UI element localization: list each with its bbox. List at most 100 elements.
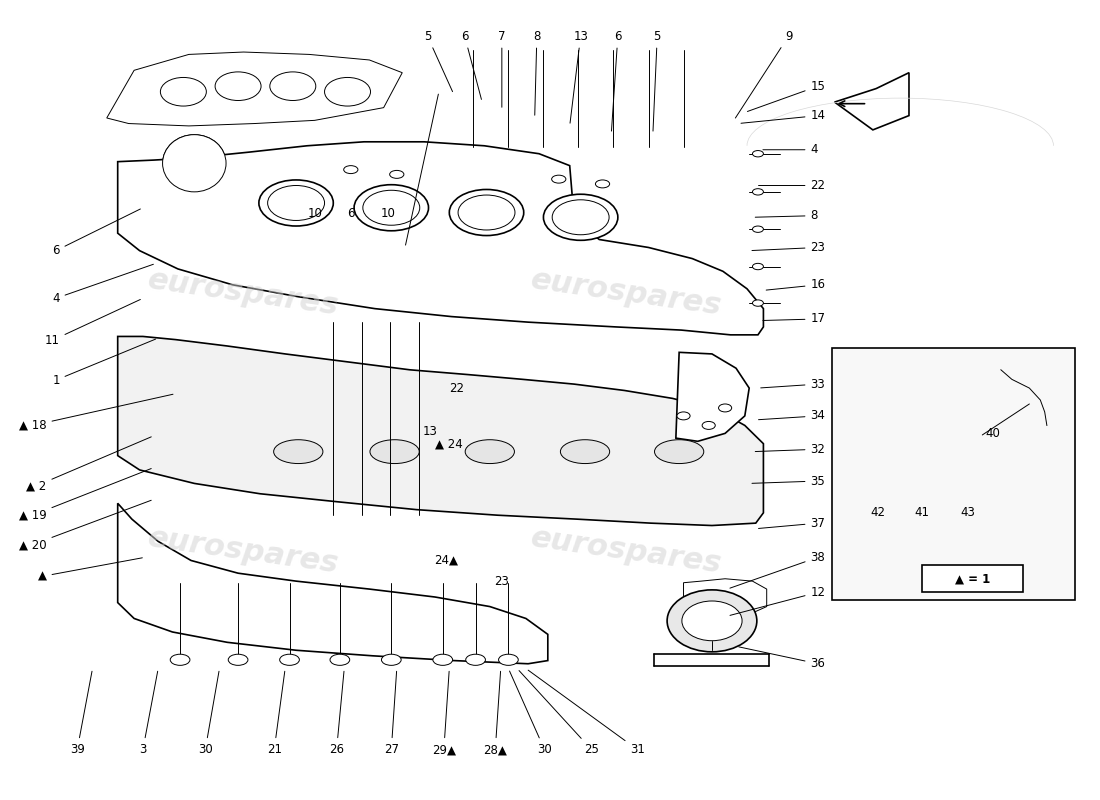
Ellipse shape (343, 166, 358, 174)
Text: 9: 9 (736, 30, 792, 118)
Text: 4: 4 (763, 143, 818, 156)
Polygon shape (848, 510, 1052, 586)
Bar (922, 566, 1023, 592)
Ellipse shape (274, 440, 323, 463)
Ellipse shape (667, 590, 757, 652)
Polygon shape (835, 73, 909, 130)
Ellipse shape (354, 185, 429, 230)
Ellipse shape (676, 412, 690, 420)
Text: 6: 6 (461, 30, 482, 99)
Ellipse shape (752, 150, 763, 157)
Text: 1: 1 (52, 339, 155, 386)
Text: ▲ 19: ▲ 19 (19, 469, 151, 522)
Text: 37: 37 (759, 517, 825, 530)
Text: ▲ 18: ▲ 18 (19, 394, 173, 432)
Ellipse shape (170, 654, 190, 666)
Ellipse shape (752, 300, 763, 306)
Ellipse shape (465, 654, 485, 666)
Ellipse shape (389, 170, 404, 178)
Text: 14: 14 (741, 109, 825, 123)
Text: 6: 6 (612, 30, 621, 131)
Text: 15: 15 (747, 80, 825, 111)
Text: 17: 17 (763, 313, 825, 326)
Text: 26: 26 (329, 671, 344, 756)
Text: 16: 16 (767, 278, 825, 291)
Text: 23: 23 (494, 574, 509, 588)
Text: 42: 42 (871, 506, 886, 519)
Text: 36: 36 (739, 647, 825, 670)
Ellipse shape (163, 134, 225, 192)
Text: ▲ 2: ▲ 2 (26, 437, 152, 492)
Text: 8: 8 (756, 209, 818, 222)
Text: 28▲: 28▲ (483, 671, 507, 756)
Text: 13: 13 (570, 30, 589, 123)
Text: 34: 34 (759, 410, 825, 422)
Text: ▲ 20: ▲ 20 (19, 500, 151, 551)
Text: 12: 12 (730, 586, 825, 615)
Text: 35: 35 (752, 474, 825, 487)
Text: ▲ = 1: ▲ = 1 (955, 572, 990, 586)
Ellipse shape (279, 654, 299, 666)
Text: 29▲: 29▲ (432, 671, 455, 756)
Text: eurospares: eurospares (146, 265, 341, 321)
Ellipse shape (498, 654, 518, 666)
Text: 43: 43 (960, 506, 976, 519)
Text: eurospares: eurospares (529, 265, 724, 321)
Text: 5: 5 (653, 30, 661, 131)
Text: 5: 5 (424, 30, 452, 92)
Bar (833, 347, 1076, 600)
Ellipse shape (258, 180, 333, 226)
Ellipse shape (228, 654, 248, 666)
Ellipse shape (560, 440, 609, 463)
Text: 21: 21 (266, 671, 285, 756)
Text: 24▲: 24▲ (434, 554, 458, 567)
Ellipse shape (551, 175, 565, 183)
Text: 41: 41 (914, 506, 929, 519)
Polygon shape (118, 503, 548, 664)
Text: 10: 10 (307, 207, 322, 220)
Ellipse shape (433, 654, 452, 666)
Text: 32: 32 (756, 442, 825, 456)
Polygon shape (683, 578, 767, 614)
Polygon shape (118, 337, 763, 526)
Text: 25: 25 (519, 670, 600, 756)
Text: 7: 7 (498, 30, 506, 107)
Text: 30: 30 (509, 671, 552, 756)
Text: 11: 11 (45, 299, 141, 347)
Polygon shape (675, 352, 749, 442)
Ellipse shape (702, 422, 715, 430)
Text: 22: 22 (450, 382, 464, 394)
Polygon shape (118, 142, 763, 335)
Ellipse shape (330, 654, 350, 666)
Text: 31: 31 (528, 670, 645, 756)
Text: 33: 33 (761, 378, 825, 390)
Ellipse shape (654, 440, 704, 463)
Text: 3: 3 (140, 671, 157, 756)
Text: 4: 4 (52, 264, 153, 305)
Ellipse shape (382, 654, 402, 666)
Ellipse shape (465, 440, 515, 463)
Text: 30: 30 (198, 671, 219, 756)
Ellipse shape (543, 194, 618, 240)
Text: ▲ 24: ▲ 24 (436, 437, 463, 450)
Text: 6: 6 (348, 207, 354, 220)
Ellipse shape (752, 263, 763, 270)
Text: eurospares: eurospares (529, 523, 724, 578)
Text: 27: 27 (384, 671, 399, 756)
Polygon shape (844, 362, 1052, 511)
Ellipse shape (595, 180, 609, 188)
Text: 38: 38 (730, 550, 825, 588)
Ellipse shape (718, 404, 732, 412)
Text: 8: 8 (534, 30, 540, 115)
Ellipse shape (752, 226, 763, 232)
Text: 40: 40 (986, 427, 1001, 440)
Text: 39: 39 (69, 671, 92, 756)
Text: 10: 10 (381, 207, 396, 220)
Ellipse shape (370, 440, 419, 463)
Text: 13: 13 (422, 426, 437, 438)
Text: eurospares: eurospares (146, 523, 341, 578)
Text: 22: 22 (759, 179, 825, 192)
Ellipse shape (682, 601, 742, 641)
Ellipse shape (449, 190, 524, 235)
Text: 6: 6 (52, 209, 141, 257)
